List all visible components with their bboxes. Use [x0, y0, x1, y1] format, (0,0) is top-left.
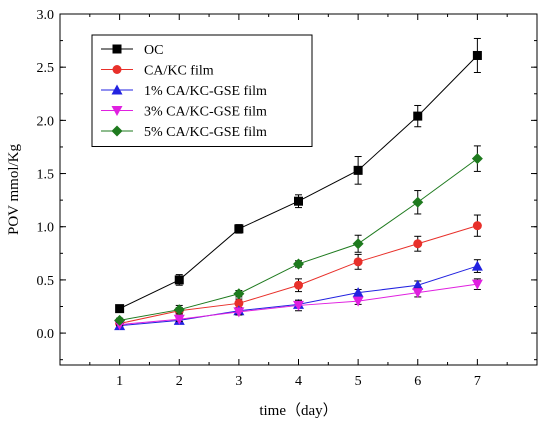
x-tick-label: 2 [176, 374, 183, 389]
legend-item: 1% CA/KC-GSE film [101, 84, 267, 99]
data-point [233, 288, 245, 300]
data-point [233, 307, 245, 318]
data-point [471, 153, 483, 165]
legend-item: 3% CA/KC-GSE film [101, 105, 267, 120]
data-point [234, 298, 244, 308]
data-point [173, 314, 185, 325]
data-point [352, 238, 364, 250]
x-tick-label: 7 [474, 374, 481, 389]
data-point [472, 50, 482, 60]
data-point [293, 258, 304, 270]
series-2 [114, 259, 483, 331]
data-point [294, 280, 303, 290]
legend-item: 5% CA/KC-GSE film [101, 125, 267, 140]
data-point [413, 239, 423, 249]
x-tick-label: 1 [116, 374, 123, 389]
legend-marker [112, 65, 122, 74]
data-point [115, 304, 125, 314]
data-point [294, 196, 303, 206]
legend-marker [111, 106, 123, 116]
series-0 [115, 37, 482, 314]
data-point [471, 260, 483, 271]
legend-label: 5% CA/KC-GSE film [144, 125, 267, 140]
data-point [413, 111, 423, 121]
legend-item: CA/KC film [101, 64, 214, 79]
legend-item: OC [101, 43, 163, 58]
data-point [114, 314, 126, 326]
data-point [412, 196, 424, 208]
series-line [119, 158, 478, 321]
data-point [173, 304, 185, 316]
data-point [353, 257, 363, 267]
legend-label: 1% CA/KC-GSE film [144, 84, 267, 99]
data-point [234, 224, 244, 234]
data-point [352, 287, 364, 298]
series-layer [114, 37, 483, 331]
y-tick-label: 3.0 [37, 8, 55, 23]
x-tick-label: 5 [355, 374, 362, 389]
x-axis-title: time（day） [259, 402, 337, 419]
data-point [472, 221, 482, 231]
y-tick-label: 1.5 [37, 168, 55, 183]
data-point [412, 288, 424, 299]
legend: OC CA/KC film 1% CA/KC-GSE film 3% CA/KC-GS… [91, 34, 313, 147]
data-point [412, 279, 424, 290]
y-tick-label: 2.5 [37, 61, 55, 76]
legend-marker [112, 44, 122, 54]
legend-marker [111, 125, 123, 137]
x-tick-label: 3 [235, 374, 242, 389]
data-point [174, 275, 184, 285]
y-tick-label: 0.5 [37, 274, 55, 289]
legend-label: 3% CA/KC-GSE film [144, 105, 267, 120]
x-tick-label: 6 [414, 374, 421, 389]
axes-layer: 0.0 0.5 1.0 1.5 2.0 2.5 3.0 1 2 3 4 5 6 7 [37, 8, 538, 389]
data-point [293, 300, 304, 311]
series-4 [114, 145, 483, 326]
y-tick-label: 1.0 [37, 221, 55, 236]
legend-box [91, 34, 313, 147]
legend-label: CA/KC film [144, 64, 214, 79]
x-tick-label: 4 [295, 374, 302, 389]
data-point [353, 165, 363, 175]
y-tick-label: 2.0 [37, 114, 55, 129]
y-tick-label: 0.0 [37, 327, 55, 342]
data-point [352, 296, 364, 307]
legend-label: OC [144, 43, 163, 58]
y-axis-title: POV mmol/Kg [6, 144, 22, 235]
legend-marker [111, 84, 123, 95]
data-point [471, 279, 483, 290]
series-line [119, 265, 478, 327]
